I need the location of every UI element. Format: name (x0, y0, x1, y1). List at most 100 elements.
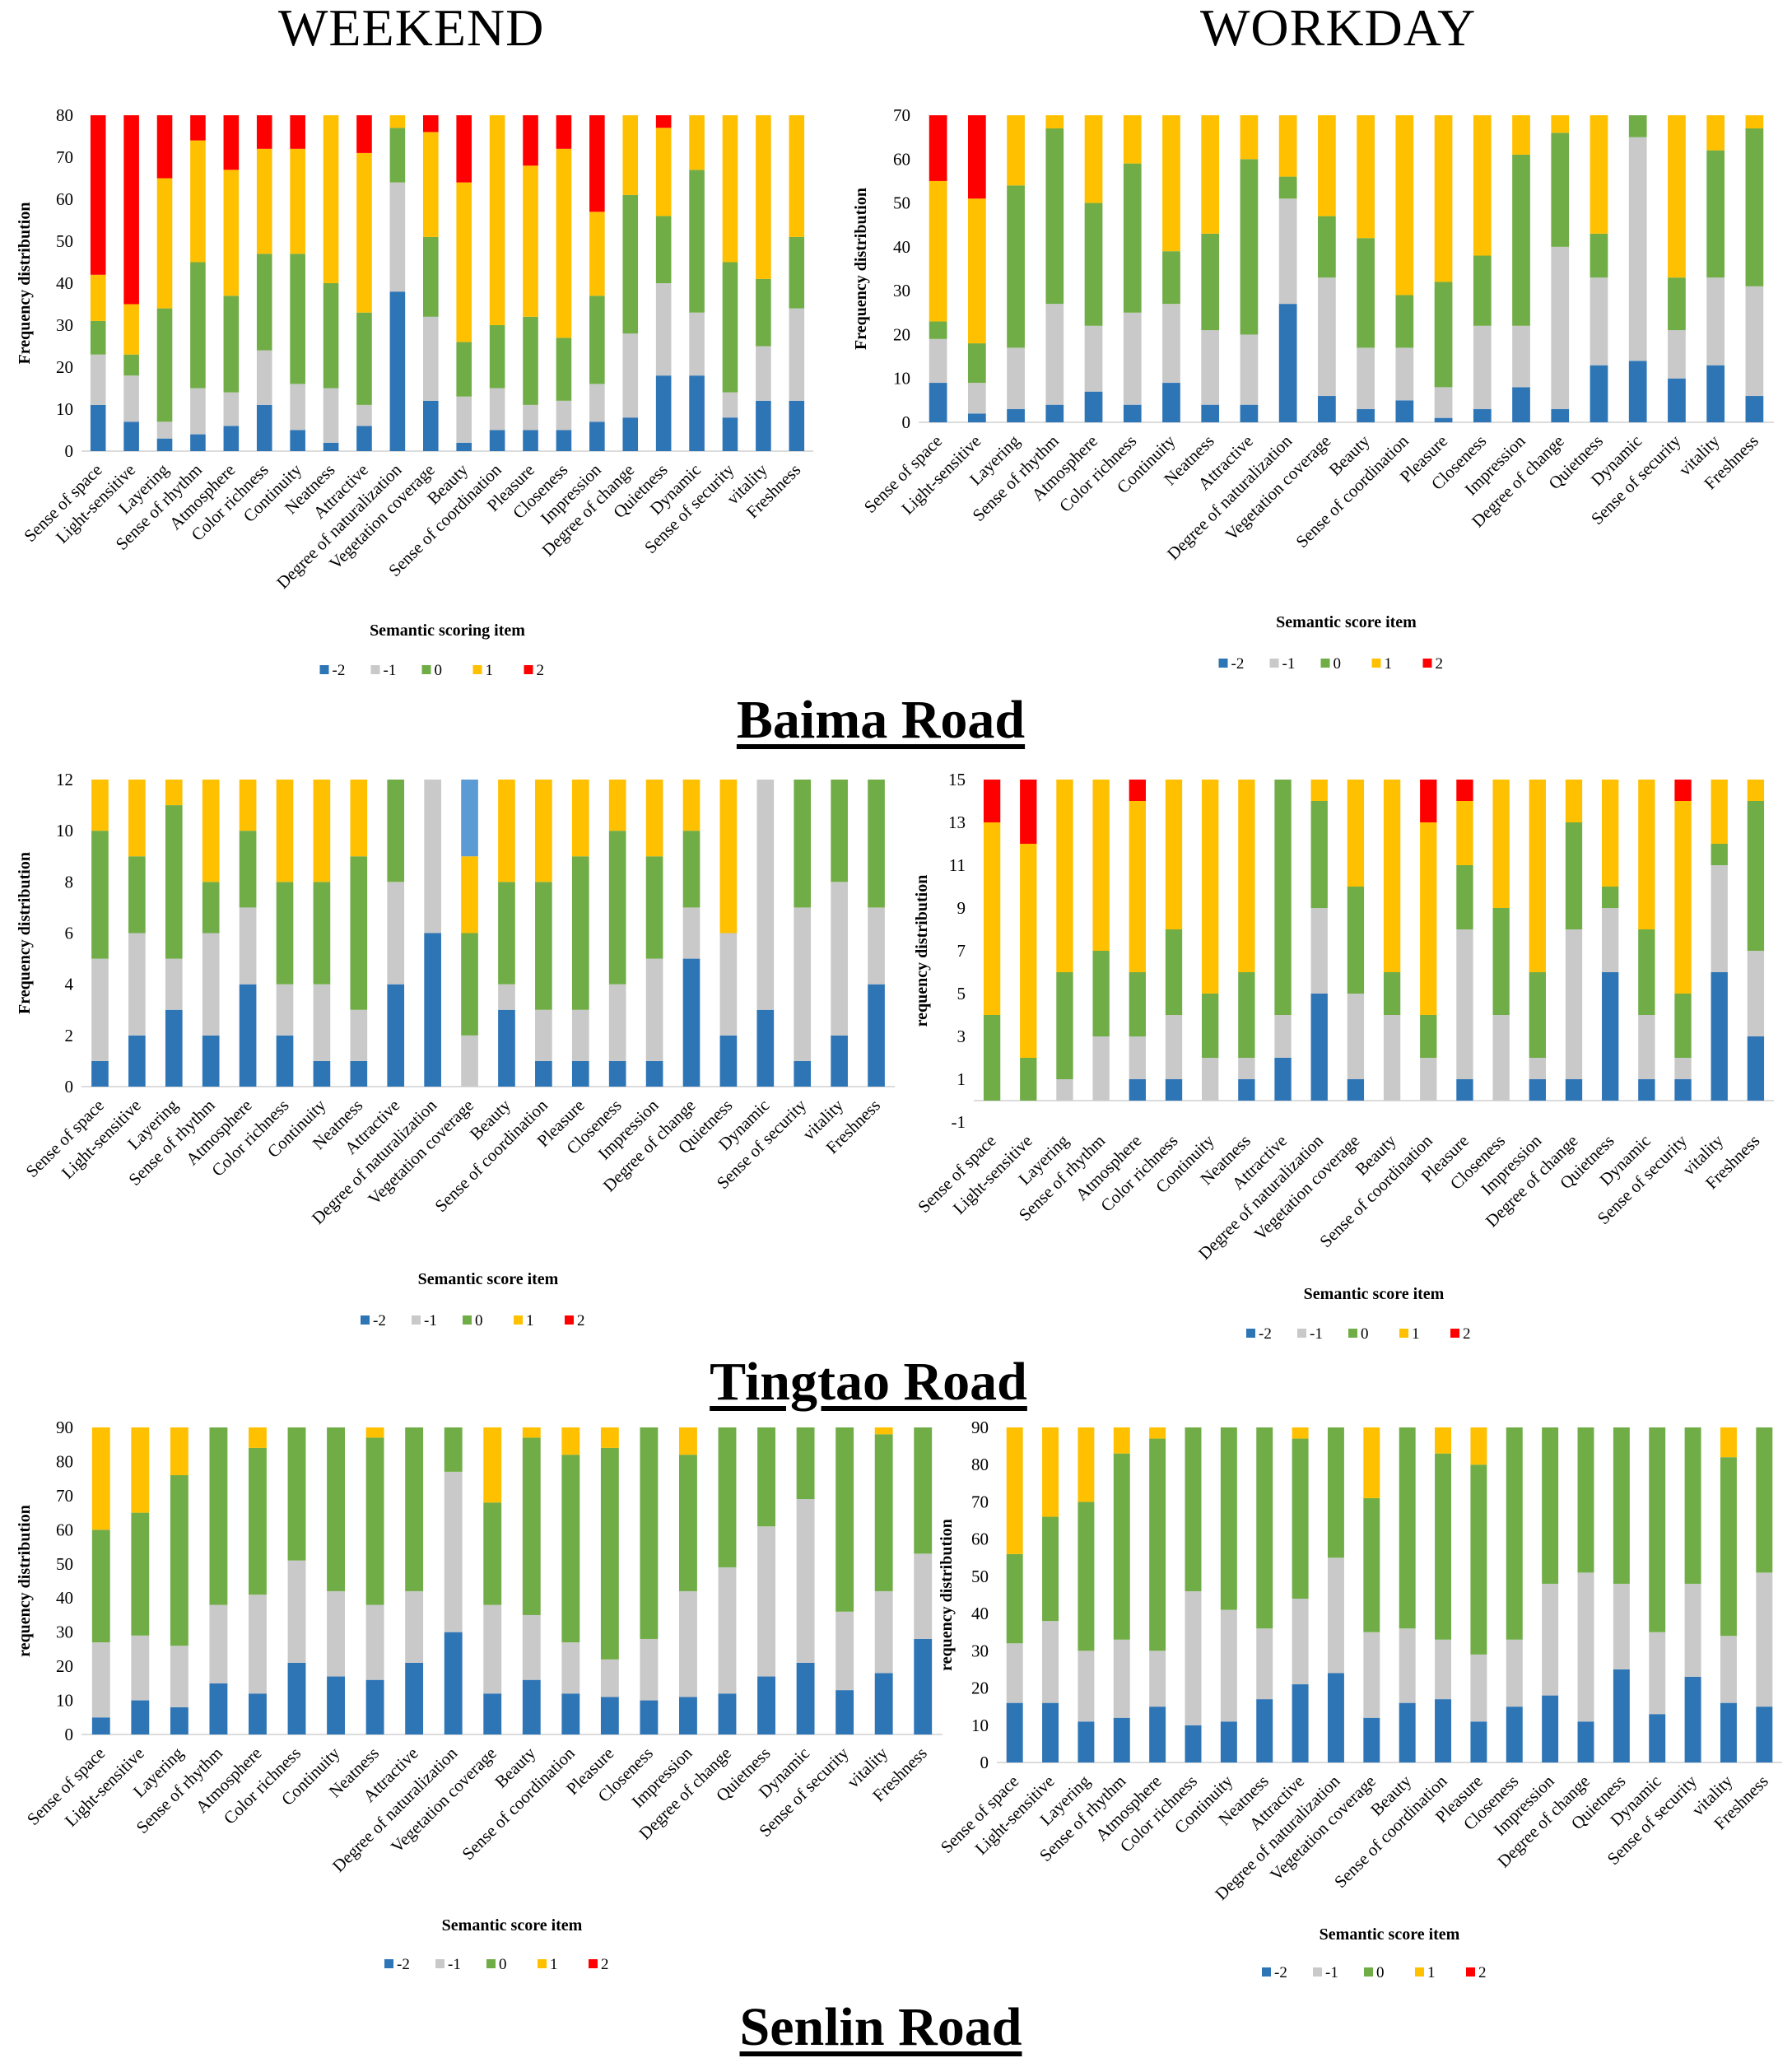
bar-segment--1 (1084, 325, 1103, 392)
bar-segment--1 (287, 1560, 306, 1663)
bar-segment--1 (202, 933, 220, 1036)
bar-segment--2 (389, 291, 406, 451)
bar-segment-0 (323, 283, 339, 389)
bar-segment-0 (523, 316, 538, 405)
bar-segment--2 (1711, 972, 1728, 1101)
bar-segment--2 (327, 1676, 345, 1734)
bar-segment--1 (868, 907, 885, 985)
bar-segment--1 (718, 1567, 737, 1694)
bar-segment-1 (91, 1427, 110, 1530)
legend-swatch (1415, 1967, 1424, 1977)
bar-segment--2 (1185, 1725, 1202, 1762)
legend-swatch (565, 1315, 574, 1325)
legend-swatch (1466, 1967, 1475, 1977)
bar-segment-1 (1357, 115, 1375, 239)
bar-segment-0 (1602, 887, 1619, 908)
bar-segment--1 (1240, 334, 1259, 405)
bar-segment--2 (313, 1060, 331, 1087)
bar-segment--2 (1162, 383, 1180, 422)
bar-segment-2 (1420, 780, 1437, 822)
legend-label: -2 (397, 1956, 410, 1973)
bar-segment-1 (1363, 1427, 1380, 1498)
bar-segment-2 (156, 115, 173, 179)
bar-segment-0 (789, 236, 805, 309)
bar-segment-0 (868, 780, 885, 908)
bar-segment-1 (1602, 780, 1619, 887)
legend-label: 0 (1334, 655, 1342, 673)
legend-swatch (370, 665, 380, 674)
bar-segment--1 (444, 1471, 463, 1632)
bar-segment--1 (498, 984, 515, 1010)
bar-segment--1 (622, 333, 639, 418)
bar-segment-0 (757, 1427, 775, 1527)
bar-segment--1 (1165, 1015, 1183, 1079)
legend-label: 2 (1478, 1964, 1487, 1981)
bar-segment-1 (1020, 844, 1037, 1058)
bar-segment-1 (722, 115, 738, 263)
bar-segment-1 (365, 1427, 384, 1438)
bar-segment--2 (423, 400, 439, 451)
bar-segment-1 (123, 304, 139, 355)
bar-segment--2 (249, 1693, 267, 1734)
bar-segment--1 (523, 404, 538, 431)
y-tick-label: 0 (65, 441, 74, 461)
bar-segment-0 (290, 254, 305, 384)
bar-segment-1 (719, 780, 738, 934)
y-tick-label: 11 (949, 855, 966, 875)
bar-segment-0 (1577, 1427, 1594, 1573)
bar-segment-2 (456, 115, 472, 183)
y-tick-label: 60 (893, 149, 910, 169)
bar-segment--1 (1383, 1015, 1401, 1101)
bar-segment-2 (1020, 780, 1037, 844)
bar-segment-0 (405, 1427, 424, 1591)
y-tick-label: 30 (56, 315, 73, 335)
legend-swatch (1450, 1329, 1459, 1338)
bar-segment-2 (90, 115, 106, 275)
bar-segment--1 (365, 1604, 384, 1680)
bar-segment-0 (522, 1437, 541, 1615)
bar-segment-1 (276, 780, 294, 882)
bar-segment--1 (239, 907, 257, 985)
bar-segment-1 (1590, 115, 1608, 234)
bar-segment--1 (1434, 387, 1453, 418)
bar-segment-1 (1045, 115, 1064, 128)
bar-segment--1 (1278, 198, 1297, 305)
bar-segment-0 (1363, 1497, 1380, 1632)
bar-segment-1 (600, 1427, 619, 1448)
legend-swatch (1364, 1967, 1373, 1977)
bar-segment--2 (1256, 1699, 1273, 1762)
legend-swatch (472, 665, 482, 674)
bar-segment--1 (640, 1638, 659, 1701)
bar-segment-0 (1590, 233, 1608, 278)
bar-segment--2 (967, 413, 986, 422)
bar-segment-1 (1278, 115, 1297, 177)
legend-label: -1 (448, 1956, 461, 1973)
legend-swatch (412, 1315, 421, 1325)
legend-swatch (524, 665, 533, 674)
bar-segment--1 (1185, 1590, 1202, 1725)
bar-segment-1 (1435, 1427, 1452, 1454)
bar-segment-2 (423, 115, 439, 133)
bar-segment--1 (1674, 1058, 1692, 1079)
bar-segment-0 (1327, 1427, 1344, 1558)
bar-segment--2 (256, 404, 272, 451)
bar-segment-0 (1056, 972, 1073, 1079)
bar-segment--2 (655, 375, 672, 451)
legend-label: -2 (333, 662, 346, 679)
bar-segment-1 (1529, 780, 1546, 972)
legend-label: 2 (1436, 655, 1444, 673)
bar-segment-0 (1162, 251, 1180, 305)
legend-swatch (1320, 659, 1330, 668)
bar-segment--1 (327, 1590, 345, 1677)
y-tick-label: 70 (971, 1492, 989, 1511)
bar-segment--1 (874, 1590, 893, 1674)
bar-segment-0 (389, 128, 406, 183)
y-tick-label: 0 (902, 412, 911, 432)
bar-segment-1 (1042, 1427, 1059, 1517)
bar-segment-0 (489, 325, 505, 389)
bar-segment--1 (967, 383, 986, 414)
bar-segment--2 (128, 1035, 146, 1087)
bar-segment--1 (1310, 908, 1328, 994)
